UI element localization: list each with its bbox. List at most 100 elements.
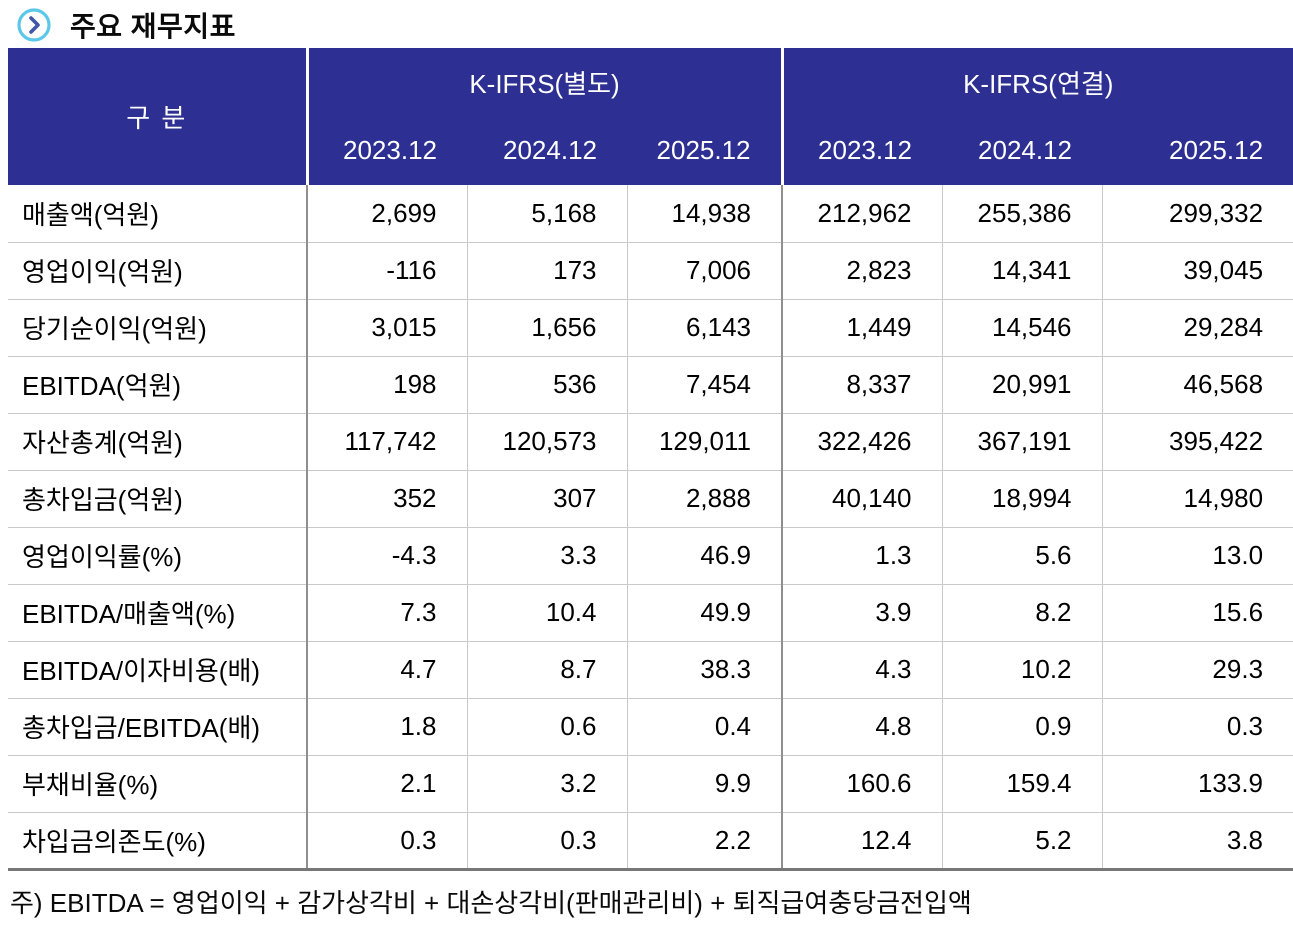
value-cell: 6,143 <box>626 299 783 357</box>
value-cell: 39,045 <box>1101 242 1293 300</box>
value-cell: 120,573 <box>466 413 627 471</box>
section-title-row: 주요 재무지표 <box>0 0 1293 48</box>
value-cell: 160.6 <box>781 755 943 813</box>
value-cell: 9.9 <box>626 755 783 813</box>
value-cell: 0.3 <box>466 812 627 871</box>
table-row: 총차입금(억원) 352 307 2,888 40,140 18,994 14,… <box>8 470 1293 528</box>
value-cell: 159.4 <box>941 755 1103 813</box>
row-label: 부채비율(%) <box>8 755 307 813</box>
value-cell: 3.2 <box>466 755 627 813</box>
value-cell: 14,546 <box>941 299 1103 357</box>
value-cell: 5,168 <box>466 185 627 243</box>
year-header: 2025.12 <box>627 116 783 185</box>
value-cell: 2,823 <box>781 242 943 300</box>
financial-indicators-table: 구 분 K-IFRS(별도) K-IFRS(연결) 2023.12 2024.1… <box>8 48 1293 871</box>
value-cell: -116 <box>306 242 467 300</box>
row-label: 당기순이익(억원) <box>8 299 307 357</box>
value-cell: 212,962 <box>781 185 943 243</box>
value-cell: 1,449 <box>781 299 943 357</box>
value-cell: 13.0 <box>1101 527 1293 585</box>
table-row: 차입금의존도(%) 0.3 0.3 2.2 12.4 5.2 3.8 <box>8 812 1293 871</box>
row-label: 차입금의존도(%) <box>8 812 307 871</box>
value-cell: 2.1 <box>306 755 467 813</box>
table-row: 영업이익률(%) -4.3 3.3 46.9 1.3 5.6 13.0 <box>8 527 1293 585</box>
value-cell: 5.6 <box>941 527 1103 585</box>
value-cell: 117,742 <box>306 413 467 471</box>
table-row: EBITDA/매출액(%) 7.3 10.4 49.9 3.9 8.2 15.6 <box>8 584 1293 642</box>
row-label: 영업이익(억원) <box>8 242 307 300</box>
header-year-row: 2023.12 2024.12 2025.12 2023.12 2024.12 … <box>8 116 1293 185</box>
value-cell: 14,980 <box>1101 470 1293 528</box>
year-header: 2024.12 <box>467 116 627 185</box>
value-cell: 0.6 <box>466 698 627 756</box>
value-cell: 352 <box>306 470 467 528</box>
value-cell: 536 <box>466 356 627 414</box>
year-header: 2024.12 <box>942 116 1103 185</box>
row-label: EBITDA/매출액(%) <box>8 584 307 642</box>
value-cell: 46.9 <box>626 527 783 585</box>
table-row: 영업이익(억원) -116 173 7,006 2,823 14,341 39,… <box>8 242 1293 300</box>
row-label: 영업이익률(%) <box>8 527 307 585</box>
table-row: 매출액(억원) 2,699 5,168 14,938 212,962 255,3… <box>8 185 1293 243</box>
group-header-separate: K-IFRS(별도) <box>305 48 783 116</box>
value-cell: 4.8 <box>781 698 943 756</box>
value-cell: 49.9 <box>626 584 783 642</box>
value-cell: 129,011 <box>626 413 783 471</box>
header-group-row: 구 분 K-IFRS(별도) K-IFRS(연결) <box>8 48 1293 185</box>
value-cell: 18,994 <box>941 470 1103 528</box>
value-cell: 15.6 <box>1101 584 1293 642</box>
value-cell: 1.8 <box>306 698 467 756</box>
value-cell: 307 <box>466 470 627 528</box>
chevron-right-circle-icon <box>17 8 51 42</box>
value-cell: 14,938 <box>626 185 783 243</box>
value-cell: 4.7 <box>306 641 467 699</box>
value-cell: 8.2 <box>941 584 1103 642</box>
row-label: 매출액(억원) <box>8 185 307 243</box>
value-cell: 0.4 <box>626 698 783 756</box>
value-cell: 7.3 <box>306 584 467 642</box>
value-cell: 10.4 <box>466 584 627 642</box>
footnote: 주) EBITDA = 영업이익 + 감가상각비 + 대손상각비(판매관리비) … <box>10 887 972 918</box>
value-cell: 20,991 <box>941 356 1103 414</box>
table-row: 당기순이익(억원) 3,015 1,656 6,143 1,449 14,546… <box>8 299 1293 357</box>
value-cell: 0.3 <box>306 812 467 871</box>
value-cell: 14,341 <box>941 242 1103 300</box>
page-title: 주요 재무지표 <box>70 11 236 42</box>
value-cell: 0.3 <box>1101 698 1293 756</box>
value-cell: 367,191 <box>941 413 1103 471</box>
row-label: EBITDA(억원) <box>8 356 307 414</box>
value-cell: 3,015 <box>306 299 467 357</box>
year-header: 2023.12 <box>780 116 943 185</box>
table-row: EBITDA/이자비용(배) 4.7 8.7 38.3 4.3 10.2 29.… <box>8 641 1293 699</box>
value-cell: 3.8 <box>1101 812 1293 871</box>
value-cell: 8.7 <box>466 641 627 699</box>
value-cell: 2,888 <box>626 470 783 528</box>
value-cell: 2.2 <box>626 812 783 871</box>
value-cell: 133.9 <box>1101 755 1293 813</box>
value-cell: 255,386 <box>941 185 1103 243</box>
category-header: 구 분 <box>8 48 307 185</box>
value-cell: 12.4 <box>781 812 943 871</box>
table-row: 자산총계(억원) 117,742 120,573 129,011 322,426… <box>8 413 1293 471</box>
value-cell: 3.3 <box>466 527 627 585</box>
value-cell: 7,006 <box>626 242 783 300</box>
value-cell: 4.3 <box>781 641 943 699</box>
value-cell: 299,332 <box>1101 185 1293 243</box>
row-label: EBITDA/이자비용(배) <box>8 641 307 699</box>
value-cell: 3.9 <box>781 584 943 642</box>
table-row: EBITDA(억원) 198 536 7,454 8,337 20,991 46… <box>8 356 1293 414</box>
value-cell: 7,454 <box>626 356 783 414</box>
value-cell: 2,699 <box>306 185 467 243</box>
value-cell: 1,656 <box>466 299 627 357</box>
value-cell: 173 <box>466 242 627 300</box>
table-row: 부채비율(%) 2.1 3.2 9.9 160.6 159.4 133.9 <box>8 755 1293 813</box>
table-row: 총차입금/EBITDA(배) 1.8 0.6 0.4 4.8 0.9 0.3 <box>8 698 1293 756</box>
year-header: 2025.12 <box>1102 116 1293 185</box>
value-cell: 198 <box>306 356 467 414</box>
value-cell: 395,422 <box>1101 413 1293 471</box>
value-cell: 29,284 <box>1101 299 1293 357</box>
value-cell: 0.9 <box>941 698 1103 756</box>
value-cell: 29.3 <box>1101 641 1293 699</box>
value-cell: 1.3 <box>781 527 943 585</box>
row-label: 자산총계(억원) <box>8 413 307 471</box>
